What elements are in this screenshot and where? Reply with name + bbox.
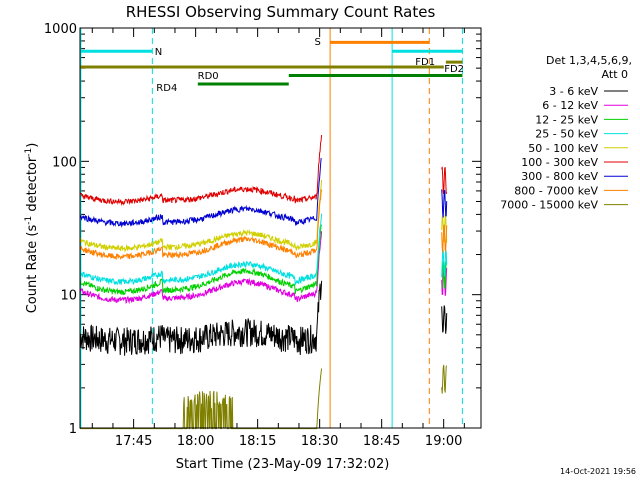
x-tick-label: 17:45 (115, 434, 152, 449)
timestamp: 14-Oct-2021 19:56 (560, 467, 636, 476)
legend-entry-label: 25 - 50 keV (535, 128, 598, 141)
y-axis-label: Count Rate (s-1 detector-1) (24, 143, 40, 314)
legend-entry-label: 100 - 300 keV (521, 156, 598, 169)
series-line (79, 134, 448, 207)
legend-header-line-1: Det 1,3,4,5,6,9, (546, 54, 632, 67)
y-axis-label-end: ) (25, 143, 40, 148)
x-tick-label: 19:00 (425, 434, 462, 449)
legend-entry-label: 3 - 6 keV (549, 85, 598, 98)
y-tick-label: 100 (52, 155, 77, 170)
y-axis-label-sup2: -1 (24, 148, 34, 157)
chart-marks-layer: 1 10 100 1000 17:45 18:00 18:15 18:30 18:45 19:00… (44, 22, 481, 449)
x-tick-label: 18:30 (301, 434, 338, 449)
series-line (79, 280, 448, 356)
flag-label: S (315, 37, 321, 48)
legend-entry-label: 12 - 25 keV (535, 113, 598, 126)
x-tick-label: 18:00 (177, 434, 214, 449)
legend-entry-label: 7000 - 15000 keV (500, 199, 598, 212)
y-axis-label-main: Count Rate (s (25, 225, 40, 314)
x-tick-label: 18:15 (239, 434, 276, 449)
flag-label: RD0 (198, 71, 219, 82)
series-line (79, 189, 448, 260)
legend-entry-label: 6 - 12 keV (542, 99, 598, 112)
legend-entry-label: 50 - 100 keV (528, 142, 598, 155)
x-axis-label: Start Time (23-May-09 17:32:02) (176, 457, 390, 472)
flag-label: FD1 (415, 57, 435, 68)
y-tick-label: 1000 (44, 22, 77, 37)
y-axis-label-sup1: -1 (24, 216, 34, 225)
y-tick-label: 10 (60, 289, 77, 304)
legend-header: Det 1,3,4,5,6,9, Att 0 (546, 54, 632, 81)
chart-title: RHESSI Observing Summary Count Rates (126, 3, 436, 21)
plot-frame (79, 27, 482, 429)
legend-entry-label: 800 - 7000 keV (514, 184, 598, 197)
series-line (80, 364, 448, 430)
flag-label: RD4 (156, 83, 177, 94)
legend-header-line-2: Att 0 (602, 68, 628, 81)
flag-label: FD2 (444, 64, 464, 75)
y-axis-label-mid: detector (25, 156, 40, 216)
legend-entry-label: 300 - 800 keV (521, 170, 598, 183)
flag-label: N (155, 47, 162, 58)
y-tick-label: 1 (69, 422, 77, 437)
series-line (79, 158, 448, 228)
x-tick-label: 18:45 (363, 434, 400, 449)
